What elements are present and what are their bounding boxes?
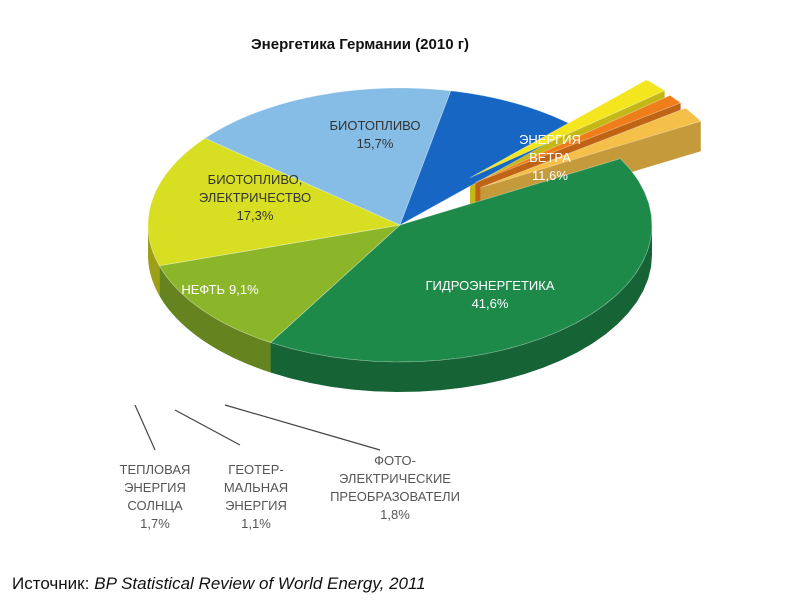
value-label: 1,7% bbox=[140, 516, 170, 531]
category-label: НЕФТЬ bbox=[181, 282, 226, 297]
slice bbox=[469, 79, 666, 179]
category-label: ГЕОТЕР- МАЛЬНАЯ ЭНЕРГИЯ bbox=[223, 462, 289, 513]
slice bbox=[480, 107, 702, 189]
pie-tops bbox=[147, 79, 702, 363]
leader-line bbox=[174, 409, 241, 446]
slice-label: ЭНЕРГИЯ ВЕТРА 11,6% bbox=[519, 131, 581, 185]
category-label: ГИДРОЭНЕРГЕТИКА bbox=[425, 278, 555, 293]
value-label: 1,8% bbox=[380, 507, 410, 522]
slice-label: ТЕПЛОВАЯ ЭНЕРГИЯ СОЛНЦА 1,7% bbox=[120, 461, 191, 533]
slice-label: БИОТОПЛИВО 15,7% bbox=[329, 117, 420, 153]
slice-label: ФОТО- ЭЛЕКТРИЧЕСКИЕ ПРЕОБРАЗОВАТЕЛИ 1,8% bbox=[330, 452, 460, 524]
value-label: 41,6% bbox=[471, 296, 509, 311]
slice bbox=[475, 94, 682, 183]
slice-side bbox=[270, 225, 652, 392]
leader-lines bbox=[134, 404, 381, 451]
source: Источник: BP Statistical Review of World … bbox=[12, 574, 426, 594]
slice-label: ГИДРОЭНЕРГЕТИКА 41,6% bbox=[426, 277, 555, 313]
category-label: ТЕПЛОВАЯ ЭНЕРГИЯ СОЛНЦА bbox=[119, 462, 191, 513]
category-label: БИОТОПЛИВО, ЭЛЕКТРИЧЕСТВО bbox=[198, 172, 312, 205]
slice-side bbox=[159, 265, 271, 373]
slice-label: ГЕОТЕР- МАЛЬНАЯ ЭНЕРГИЯ 1,1% bbox=[224, 461, 288, 533]
leader-line bbox=[224, 404, 381, 451]
slice bbox=[269, 158, 653, 363]
slice-side bbox=[148, 225, 160, 296]
category-label: БИОТОПЛИВО bbox=[329, 118, 421, 133]
slice bbox=[147, 137, 402, 267]
slice-label: БИОТОПЛИВО, ЭЛЕКТРИЧЕСТВО 17,3% bbox=[199, 171, 311, 225]
source-text: BP Statistical Review of World Energy, 2… bbox=[94, 574, 426, 593]
leader-line bbox=[134, 404, 156, 451]
source-label: Источник: bbox=[12, 574, 90, 593]
category-label: ЭНЕРГИЯ ВЕТРА bbox=[519, 132, 581, 165]
value-label: 9,1% bbox=[229, 282, 259, 297]
value-label: 1,1% bbox=[241, 516, 271, 531]
value-label: 15,7% bbox=[356, 136, 394, 151]
value-label: 11,6% bbox=[532, 168, 568, 183]
chart-title: Энергетика Германии (2010 г) bbox=[251, 36, 469, 53]
slice bbox=[399, 90, 578, 226]
value-label: 17,3% bbox=[236, 208, 274, 223]
slice bbox=[158, 224, 402, 343]
slice bbox=[204, 87, 452, 226]
slice-label: НЕФТЬ 9,1% bbox=[181, 281, 258, 299]
category-label: ФОТО- ЭЛЕКТРИЧЕСКИЕ ПРЕОБРАЗОВАТЕЛИ bbox=[330, 453, 460, 504]
